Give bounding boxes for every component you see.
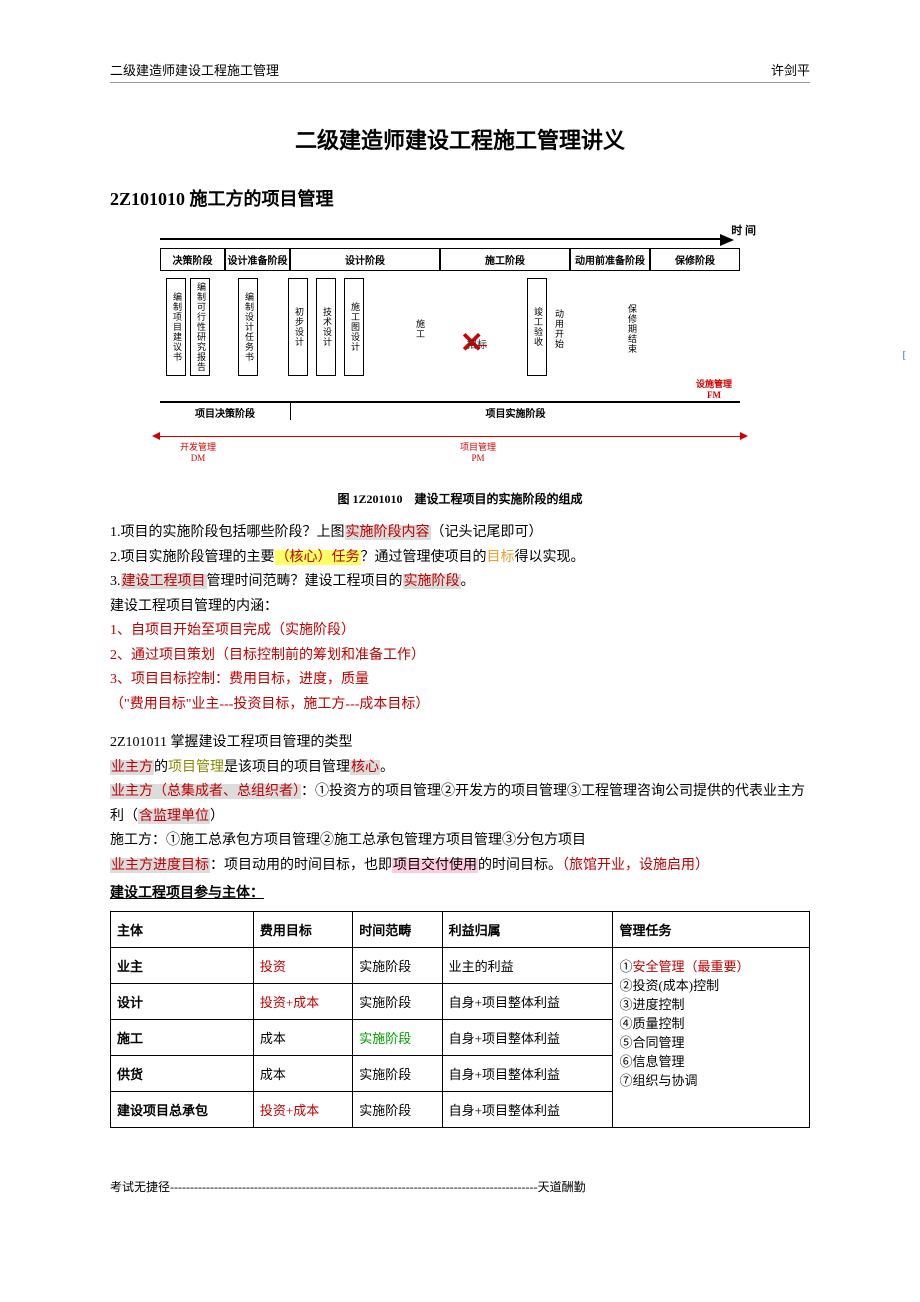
fm-label: 设施管理 FM: [696, 379, 732, 401]
header-left: 二级建造师建设工程施工管理: [110, 60, 279, 79]
substage-item: 动用开始: [553, 278, 566, 376]
substage-item: 技术设计: [316, 278, 336, 376]
table-cell: 供货: [111, 1055, 254, 1091]
time-axis-label: 时 间: [731, 222, 756, 238]
table-cell: 投资+成本: [253, 983, 352, 1019]
substage-item: 编制项目建议书: [166, 278, 186, 376]
table-cell: 自身+项目整体利益: [442, 1091, 613, 1127]
table-cell: 设计: [111, 983, 254, 1019]
header-right: 许剑平: [771, 60, 810, 79]
phase-diagram: 时 间 决策阶段设计准备阶段设计阶段施工阶段动用前准备阶段保修阶段 编制项目建议…: [160, 226, 760, 507]
page-footer: 考试无捷径-----------------------------------…: [110, 1178, 810, 1195]
substage-item: 保修期结束: [626, 278, 639, 376]
substage-item: 施工图设计: [344, 278, 364, 376]
table-cell: 投资: [253, 947, 352, 983]
body-text: 1.项目的实施阶段包括哪些阶段？上图实施阶段内容（记头记尾即可） 2.项目实施阶…: [110, 521, 810, 907]
diagram-caption: 图 1Z201010 建设工程项目的实施阶段的组成: [160, 490, 760, 507]
table-cell: 成本: [253, 1055, 352, 1091]
table-cell: 实施阶段: [353, 983, 442, 1019]
management-tasks-cell: ①安全管理（最重要）②投资(成本)控制③进度控制④质量控制⑤合同管理⑥信息管理⑦…: [613, 947, 810, 1127]
stage-box: 施工阶段: [440, 248, 570, 271]
stage-box: 保修阶段: [650, 248, 740, 271]
substage-item: 竣工验收: [527, 278, 547, 376]
table-cell: 业主的利益: [442, 947, 613, 983]
table-cell: 业主: [111, 947, 254, 983]
table-header: 管理任务: [613, 911, 810, 947]
timeline-arrow: [160, 238, 720, 240]
document-title: 二级建造师建设工程施工管理讲义: [110, 123, 810, 155]
section-heading: 2Z101010 施工方的项目管理: [110, 185, 810, 211]
phase-bar: 项目决策阶段 项目实施阶段 设施管理 FM: [160, 401, 740, 420]
table-row: 业主投资实施阶段业主的利益①安全管理（最重要）②投资(成本)控制③进度控制④质量…: [111, 947, 810, 983]
table-cell: 自身+项目整体利益: [442, 1019, 613, 1055]
table-cell: 实施阶段: [353, 947, 442, 983]
table-cell: 成本: [253, 1019, 352, 1055]
pm-label: 项目管理 PM: [460, 442, 496, 464]
substage-item: 施工: [414, 278, 427, 376]
dm-label: 开发管理 DM: [180, 442, 216, 464]
table-cell: 实施阶段: [353, 1019, 442, 1055]
section-name: 施工方的项目管理: [185, 189, 334, 209]
substage-item: 编制可行性研究报告: [190, 278, 210, 376]
table-cell: 建设项目总承包: [111, 1091, 254, 1127]
participants-table: 主体费用目标时间范畴利益归属管理任务 业主投资实施阶段业主的利益①安全管理（最重…: [110, 911, 810, 1128]
table-header: 利益归属: [442, 911, 613, 947]
stage-box: 设计准备阶段: [225, 248, 290, 271]
substage-row: 编制项目建议书编制可行性研究报告 编制设计任务书 初步设计技术设计施工图设计 施工 竣工…: [160, 278, 740, 376]
table-title: 建设工程项目参与主体：: [110, 882, 810, 907]
phase-decision: 项目决策阶段: [160, 401, 291, 420]
substage-item: 编制设计任务书: [238, 278, 258, 376]
margin-mark: [: [903, 350, 906, 361]
stage-row: 决策阶段设计准备阶段设计阶段施工阶段动用前准备阶段保修阶段: [160, 248, 740, 271]
table-cell: 实施阶段: [353, 1055, 442, 1091]
table-cell: 施工: [111, 1019, 254, 1055]
page-header: 二级建造师建设工程施工管理 许剑平: [110, 60, 810, 83]
table-header: 时间范畴: [353, 911, 442, 947]
table-cell: 自身+项目整体利益: [442, 1055, 613, 1091]
table-cell: 实施阶段: [353, 1091, 442, 1127]
phase-implement: 项目实施阶段 设施管理 FM: [291, 401, 740, 420]
table-cell: 投资+成本: [253, 1091, 352, 1127]
table-header: 费用目标: [253, 911, 352, 947]
substage-item: 初步设计: [288, 278, 308, 376]
stage-box: 决策阶段: [160, 248, 225, 271]
management-bar: [160, 436, 740, 437]
stage-box: 设计阶段: [290, 248, 440, 271]
stage-box: 动用前准备阶段: [570, 248, 650, 271]
section-code: 2Z101010: [110, 189, 185, 209]
bid-label: 招标: [467, 336, 487, 351]
table-cell: 自身+项目整体利益: [442, 983, 613, 1019]
table-header: 主体: [111, 911, 254, 947]
